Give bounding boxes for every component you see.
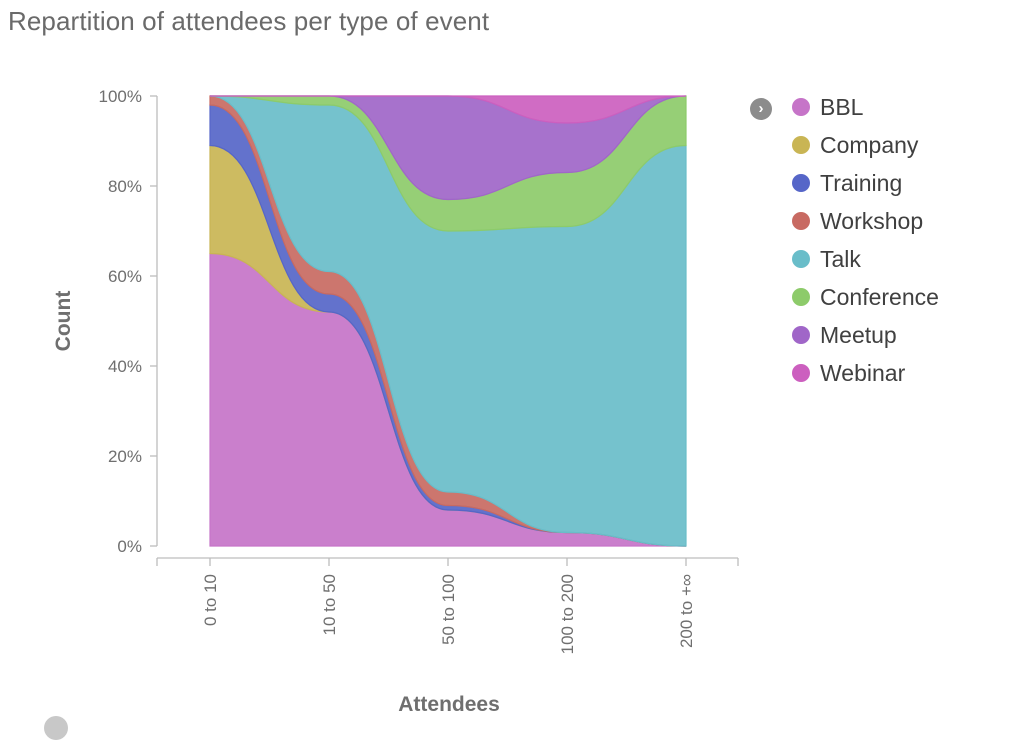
x-tick-label: 10 to 50 xyxy=(320,574,339,635)
area-webinar[interactable] xyxy=(209,95,687,124)
legend-item-talk[interactable]: Talk xyxy=(792,240,939,278)
legend-swatch xyxy=(792,326,810,344)
legend-collapse-icon[interactable]: › xyxy=(750,98,772,120)
legend-label: Webinar xyxy=(820,359,906,386)
x-tick-label: 0 to 10 xyxy=(201,574,220,626)
legend-label: Talk xyxy=(820,245,861,272)
legend-item-bbl[interactable]: BBL xyxy=(792,88,939,126)
y-tick-label: 40% xyxy=(108,357,142,376)
series-areas xyxy=(209,95,687,547)
legend-list: BBL Company Training Workshop Talk Conference… xyxy=(792,88,939,392)
legend-swatch xyxy=(792,288,810,306)
chart-title: Repartition of attendees per type of eve… xyxy=(8,6,490,36)
x-tick-label: 100 to 200 xyxy=(558,574,577,654)
legend-item-meetup[interactable]: Meetup xyxy=(792,316,939,354)
legend-swatch xyxy=(792,174,810,192)
legend-swatch xyxy=(792,364,810,382)
axes: 0% 20% 40% 60% 80% 100% 0 to 10 10 to 50 50 to 1… xyxy=(99,87,739,654)
legend-label: Training xyxy=(820,169,903,196)
y-tick-label: 0% xyxy=(117,537,142,556)
y-tick-label: 100% xyxy=(99,87,142,106)
legend-label: Conference xyxy=(820,283,939,310)
y-tick-label: 80% xyxy=(108,177,142,196)
legend-swatch xyxy=(792,212,810,230)
legend-label: BBL xyxy=(820,93,864,120)
options-toggle-icon[interactable] xyxy=(44,716,68,740)
y-tick-label: 20% xyxy=(108,447,142,466)
legend-swatch xyxy=(792,98,810,116)
y-tick-label: 60% xyxy=(108,267,142,286)
legend-item-training[interactable]: Training xyxy=(792,164,939,202)
legend-swatch xyxy=(792,136,810,154)
x-tick-label: 200 to +∞ xyxy=(677,574,696,648)
legend-item-company[interactable]: Company xyxy=(792,126,939,164)
legend-item-conference[interactable]: Conference xyxy=(792,278,939,316)
legend-item-webinar[interactable]: Webinar xyxy=(792,354,939,392)
legend-label: Meetup xyxy=(820,321,897,348)
legend-swatch xyxy=(792,250,810,268)
x-tick-label: 50 to 100 xyxy=(439,574,458,645)
legend-label: Workshop xyxy=(820,207,924,234)
legend-item-workshop[interactable]: Workshop xyxy=(792,202,939,240)
legend-label: Company xyxy=(820,131,919,158)
y-axis-title: Count xyxy=(52,291,75,352)
x-axis-title: Attendees xyxy=(398,693,500,716)
